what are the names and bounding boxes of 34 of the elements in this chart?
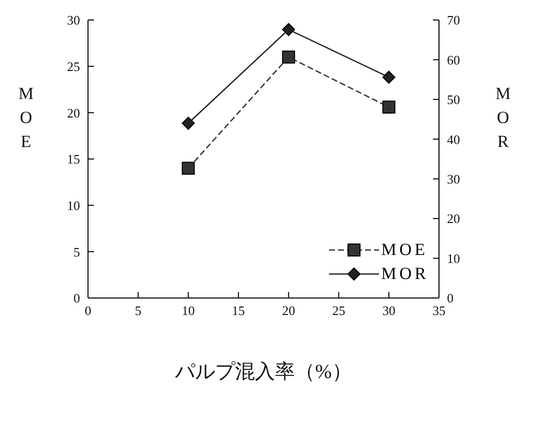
x-tick-label: 0 [84,303,92,318]
point [382,70,396,84]
y2-tick-label: 0 [447,290,454,306]
y-tick-label: 15 [67,152,80,167]
y2-tick-label: 10 [447,250,460,266]
legend-label: MOR [381,264,429,284]
legend-label: MOE [381,240,428,260]
x-tick-label: 15 [232,303,245,318]
point [282,23,296,36]
y2-axis-title: MOR [495,84,511,151]
x-tick-label: 5 [134,303,142,318]
point [182,162,195,175]
y2-tick-label: 50 [447,92,460,108]
y-axis-title: MOE [18,84,34,151]
y-tick-label: 10 [67,198,80,213]
x-tick-label: 35 [432,303,446,318]
y-tick-label: 25 [67,58,80,74]
x-tick-label: 25 [332,303,346,318]
y-tick-label: 20 [67,105,80,120]
point [182,116,195,130]
y2-tick-label: 60 [447,52,460,68]
point [282,50,296,64]
y-tick-label: 0 [74,290,80,306]
x-tick-label: 30 [382,303,396,318]
point [382,100,396,114]
y2-tick-label: 30 [447,171,460,186]
x-axis-title: パルプ混入率（%） [174,361,352,383]
y-tick-label: 5 [74,244,80,260]
y-tick-label: 30 [67,12,80,28]
y2-tick-label: 40 [447,132,460,147]
x-tick-label: 20 [282,303,296,318]
x-tick-label: 10 [182,303,195,318]
y2-tick-label: 20 [447,211,460,226]
y2-tick-label: 70 [447,12,460,28]
